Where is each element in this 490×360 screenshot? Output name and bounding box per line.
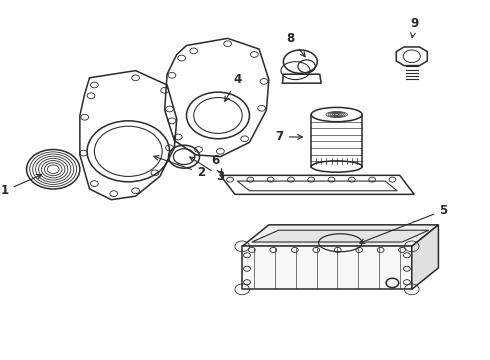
Text: 8: 8 — [287, 32, 305, 57]
Polygon shape — [242, 246, 412, 289]
Text: 6: 6 — [211, 154, 221, 174]
Text: 3: 3 — [190, 157, 224, 183]
Text: 7: 7 — [276, 130, 302, 144]
Polygon shape — [242, 225, 439, 246]
Polygon shape — [412, 225, 439, 289]
Text: 9: 9 — [410, 17, 418, 37]
Text: 2: 2 — [154, 156, 205, 179]
Text: 4: 4 — [225, 73, 242, 101]
Text: 5: 5 — [360, 204, 447, 244]
Polygon shape — [252, 230, 429, 242]
Text: 1: 1 — [0, 175, 42, 197]
